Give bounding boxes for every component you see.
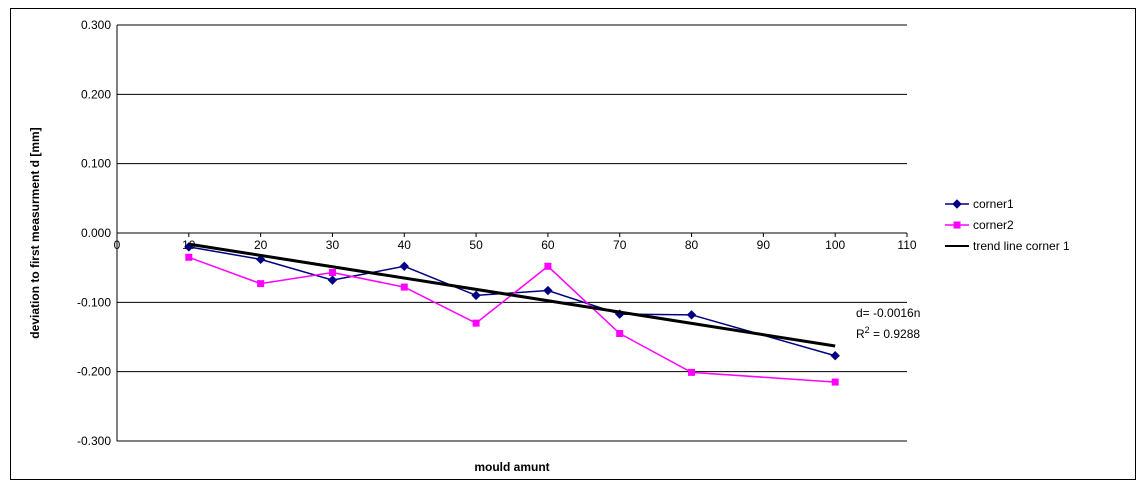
y-tick-label: 0.100 [81, 157, 111, 171]
y-axis-title: deviation to first measurment d [mm] [28, 127, 42, 338]
y-tick-label: 0.200 [81, 87, 111, 101]
data-point [544, 262, 552, 270]
series-corner2 [185, 253, 839, 386]
data-point [472, 319, 480, 327]
legend-marker [952, 199, 962, 209]
x-tick-label: 70 [613, 238, 627, 252]
data-point [686, 310, 697, 320]
trend-annotation: d= -0.0016n R2 = 0.9288 [856, 306, 920, 341]
data-point [688, 368, 696, 376]
data-point [831, 378, 839, 386]
trend-line [188, 242, 836, 348]
y-tick-label: -0.300 [77, 434, 111, 448]
x-tick-label: 100 [825, 238, 845, 252]
y-tick-labels: 0.300 0.200 0.100 0.000 -0.100 -0.200 -0.300 [77, 18, 111, 448]
x-tick-label: 110 [897, 238, 916, 252]
r-squared-superscript: 2 [865, 325, 870, 335]
legend-item: corner1 [945, 197, 1014, 211]
data-point [616, 330, 624, 338]
line-chart: 0.300 0.200 0.100 0.000 -0.100 -0.200 -0.300 0… [28, 18, 1070, 474]
legend-item: trend line corner 1 [945, 239, 1070, 253]
series-trend-line-corner-1 [188, 242, 836, 348]
x-axis-title: mould amunt [474, 460, 549, 474]
data-point [400, 283, 408, 291]
chart-frame: 0.300 0.200 0.100 0.000 -0.100 -0.200 -0.300 0… [10, 8, 1136, 480]
data-point [257, 280, 265, 288]
x-tick-label: 20 [254, 238, 268, 252]
legend: corner1 corner2 trend line corner 1 [945, 197, 1070, 253]
y-tick-label: -0.100 [77, 295, 111, 309]
legend-label: corner2 [973, 218, 1014, 232]
data-point [830, 351, 840, 361]
data-point [543, 285, 553, 296]
legend-label: trend line corner 1 [973, 239, 1070, 253]
x-tick-label: 50 [469, 238, 483, 252]
legend-label: corner1 [973, 197, 1014, 211]
y-tick-label: 0.000 [81, 226, 111, 240]
data-point [327, 275, 338, 285]
x-tick-labels: 0102030405060708090100110 [114, 238, 917, 252]
data-point [185, 253, 193, 261]
y-tick-label: 0.300 [81, 18, 111, 32]
legend-marker [953, 221, 961, 229]
y-tick-label: -0.200 [77, 365, 111, 379]
x-tick-label: 80 [685, 238, 699, 252]
x-tick-label: 90 [757, 238, 771, 252]
x-tick-label: 0 [114, 238, 121, 252]
series-line [188, 246, 836, 357]
legend-item: corner2 [945, 218, 1014, 232]
x-tick-label: 40 [398, 238, 412, 252]
x-tick-label: 60 [541, 238, 555, 252]
x-tick-label: 30 [326, 238, 340, 252]
trend-equation: d= -0.0016n [856, 306, 920, 320]
data-point [255, 254, 266, 265]
series-group [184, 242, 840, 386]
series-line [188, 256, 836, 383]
r-squared-value: = 0.9288 [870, 327, 921, 341]
r-squared-symbol: R [856, 327, 865, 341]
data-point [471, 290, 481, 301]
data-point [328, 269, 336, 277]
r-squared-label: R2 = 0.9288 [856, 325, 920, 341]
x-axis [116, 232, 908, 237]
data-point [399, 261, 409, 271]
series-corner1 [184, 242, 840, 361]
